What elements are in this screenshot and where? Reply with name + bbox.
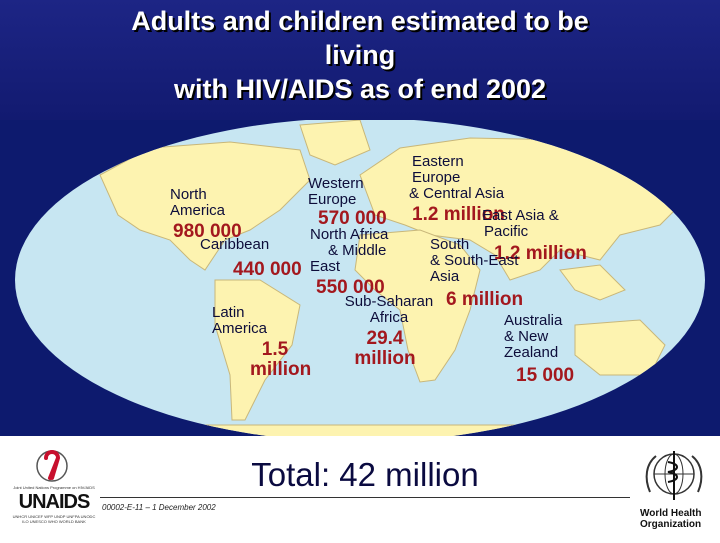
value-eastern-europe: 1.2 million — [412, 204, 505, 225]
title-band — [0, 0, 720, 120]
land-south-america — [214, 279, 301, 421]
north-america-name-2: America — [170, 202, 226, 219]
western-europe-name-1: Western — [308, 175, 364, 192]
land-north-america — [99, 141, 311, 271]
label-caribbean: Caribbean — [200, 237, 269, 253]
slide-title: Adults and children estimated to be livi… — [0, 4, 720, 106]
footer-divider — [100, 497, 630, 498]
value-sub-saharan: 29.4 million — [345, 329, 425, 369]
label-east-asia: East Asia & Pacific — [482, 208, 559, 240]
north-africa-name-3: East — [310, 258, 341, 275]
sub-saharan-name-2: Africa — [369, 309, 409, 326]
unaids-logo: Joint United Nations Programme on HIV/AI… — [12, 448, 96, 538]
label-eastern-europe: Eastern Europe & Central Asia — [409, 153, 505, 202]
eastern-europe-name-1: Eastern — [412, 153, 464, 170]
eastern-europe-name-2: Europe — [412, 169, 461, 186]
title-line-1: Adults and children estimated to be — [131, 6, 589, 36]
label-north-africa: North Africa & Middle East — [310, 227, 388, 275]
unaids-wordmark: UNAIDS — [18, 491, 91, 513]
label-western-europe: Western Europe — [308, 176, 364, 208]
who-wordmark-line-2: Organization — [640, 519, 702, 530]
unaids-emblem — [36, 450, 68, 482]
value-north-africa: 550 000 — [316, 277, 385, 298]
value-east-asia: 1.2 million — [494, 243, 587, 264]
north-america-name-1: North — [170, 186, 207, 203]
latin-america-value-2: million — [250, 359, 312, 380]
total-label: Total: 42 million — [251, 456, 479, 493]
south-asia-name-1: South — [430, 236, 470, 253]
latin-america-value-1: 1.5 — [261, 339, 289, 360]
latin-america-name-2: America — [212, 320, 268, 337]
latin-america-name-1: Latin — [212, 304, 245, 321]
sub-saharan-name-1: Sub-Saharan — [344, 293, 434, 310]
footer-code: 00002-E-11 – 1 December 2002 — [102, 503, 216, 512]
value-western-europe: 570 000 — [318, 208, 387, 229]
north-africa-name-2: & Middle — [328, 242, 387, 259]
australia-name-2: & New — [504, 328, 549, 345]
who-logo: World Health Organization — [634, 448, 714, 538]
value-north-america: 980 000 — [173, 221, 242, 242]
who-wordmark: World Health Organization — [640, 508, 701, 530]
who-emblem — [645, 451, 703, 500]
australia-name-3: Zealand — [504, 344, 559, 361]
who-wordmark-line-1: World Health — [640, 508, 702, 519]
eastern-europe-name-3: & Central Asia — [409, 185, 505, 202]
title-line-3: with HIV/AIDS as of end 2002 — [173, 74, 547, 104]
unaids-tagline: Joint United Nations Programme on HIV/AI… — [13, 485, 95, 490]
value-australia: 15 000 — [516, 365, 575, 386]
south-asia-name-3: Asia — [430, 268, 460, 285]
unaids-cosponsors: UNHCR UNICEF WFP UNDP UNFPA UNODC ILO UN… — [12, 514, 96, 524]
label-australia: Australia & New Zealand — [504, 313, 562, 361]
title-line-2: living — [324, 40, 396, 70]
sub-saharan-value-1: 29.4 — [366, 328, 404, 349]
footer-area — [0, 436, 720, 540]
south-asia-name-2: & South-East — [430, 252, 519, 269]
label-south-asia: South & South-East Asia — [430, 237, 518, 285]
western-europe-name-2: Europe — [308, 191, 357, 208]
sub-saharan-value-2: million — [354, 348, 416, 369]
land-africa — [354, 229, 481, 383]
world-map — [15, 120, 705, 436]
land-antarctica — [39, 424, 681, 436]
label-north-america: North America — [170, 187, 225, 219]
east-asia-name-1: East Asia & — [482, 207, 559, 224]
land-south-east-asia — [559, 264, 626, 301]
label-sub-saharan: Sub-Saharan Africa — [338, 294, 440, 326]
australia-name-1: Australia — [504, 312, 563, 329]
value-caribbean: 440 000 — [233, 259, 302, 280]
label-latin-america: Latin America — [212, 305, 267, 337]
value-south-asia: 6 million — [446, 289, 524, 310]
caribbean-name: Caribbean — [200, 236, 270, 253]
east-asia-name-2: Pacific — [484, 223, 529, 240]
value-latin-america: 1.5 million — [250, 339, 312, 380]
north-africa-name-1: North Africa — [310, 226, 389, 243]
land-greenland — [299, 120, 371, 166]
